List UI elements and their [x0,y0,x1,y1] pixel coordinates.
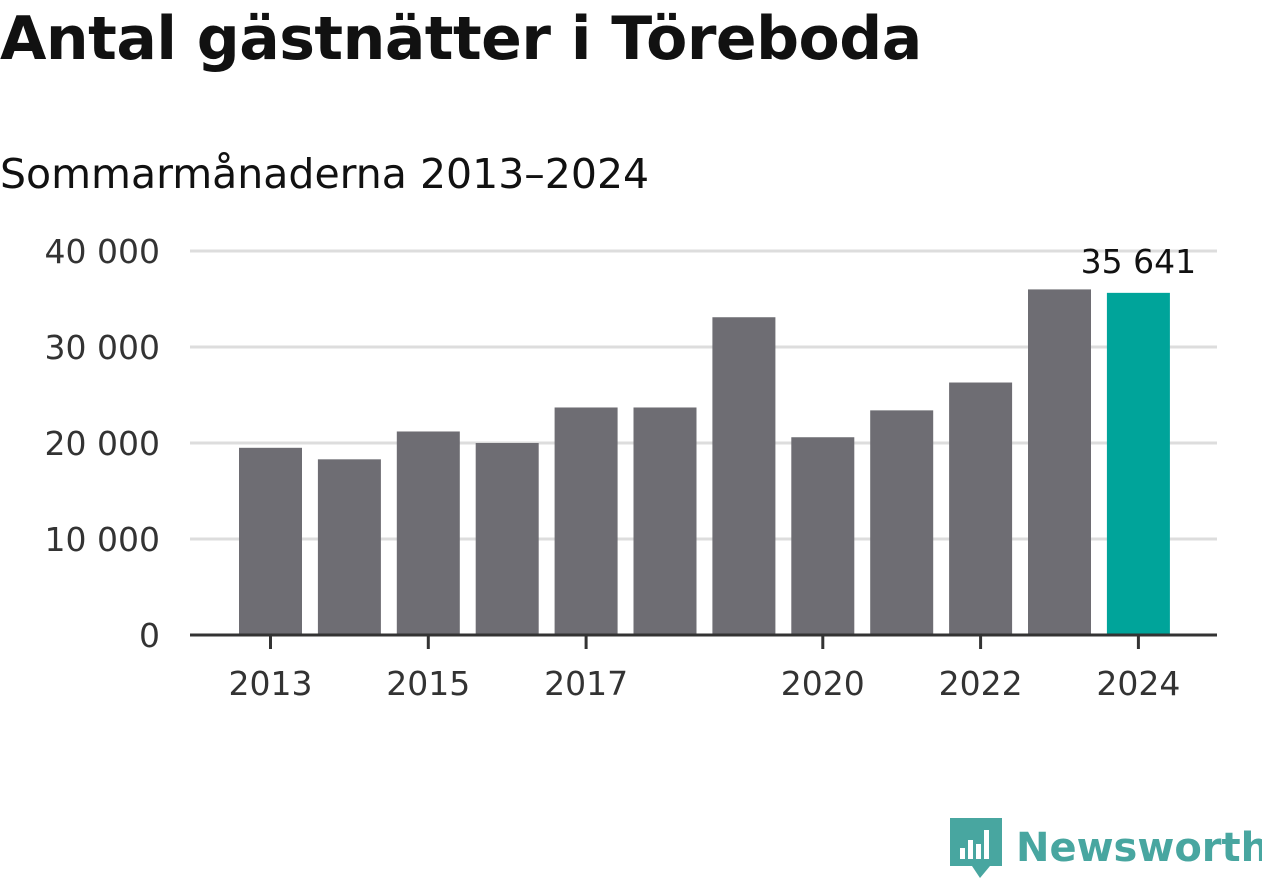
bar-2019 [712,317,776,635]
x-tick-label: 2015 [386,664,470,703]
x-tick-label: 2020 [781,664,865,703]
bar-2017 [554,407,618,635]
x-tick-label: 2013 [229,664,313,703]
data-label: 35 641 [1081,242,1196,281]
bar-2021 [870,410,934,635]
y-tick-label: 40 000 [45,232,160,271]
bar-2018 [633,407,697,635]
newsworthy-logo-icon [950,818,1002,878]
bar-2013 [239,447,302,635]
bar-2024 [1106,292,1170,635]
bar-2015 [396,431,460,635]
chart-subtitle: Sommarmånaderna 2013–2024 [0,150,650,198]
bar-2023 [1028,289,1091,635]
x-tick-label: 2024 [1096,664,1180,703]
x-tick-label: 2022 [939,664,1023,703]
bar-2022 [949,382,1013,635]
y-tick-label: 30 000 [45,328,160,367]
brand-name: Newsworthy [1016,825,1262,871]
bar-2020 [791,437,855,635]
x-tick-label: 2017 [544,664,628,703]
y-tick-label: 20 000 [45,424,160,463]
newsworthy-logo[interactable]: Newsworthy [950,818,1262,878]
bar-2014 [317,459,381,635]
y-tick-label: 10 000 [45,520,160,559]
bar-2016 [475,443,539,635]
chart-title: Antal gästnätter i Töreboda [0,4,922,74]
y-tick-label: 0 [139,616,160,655]
